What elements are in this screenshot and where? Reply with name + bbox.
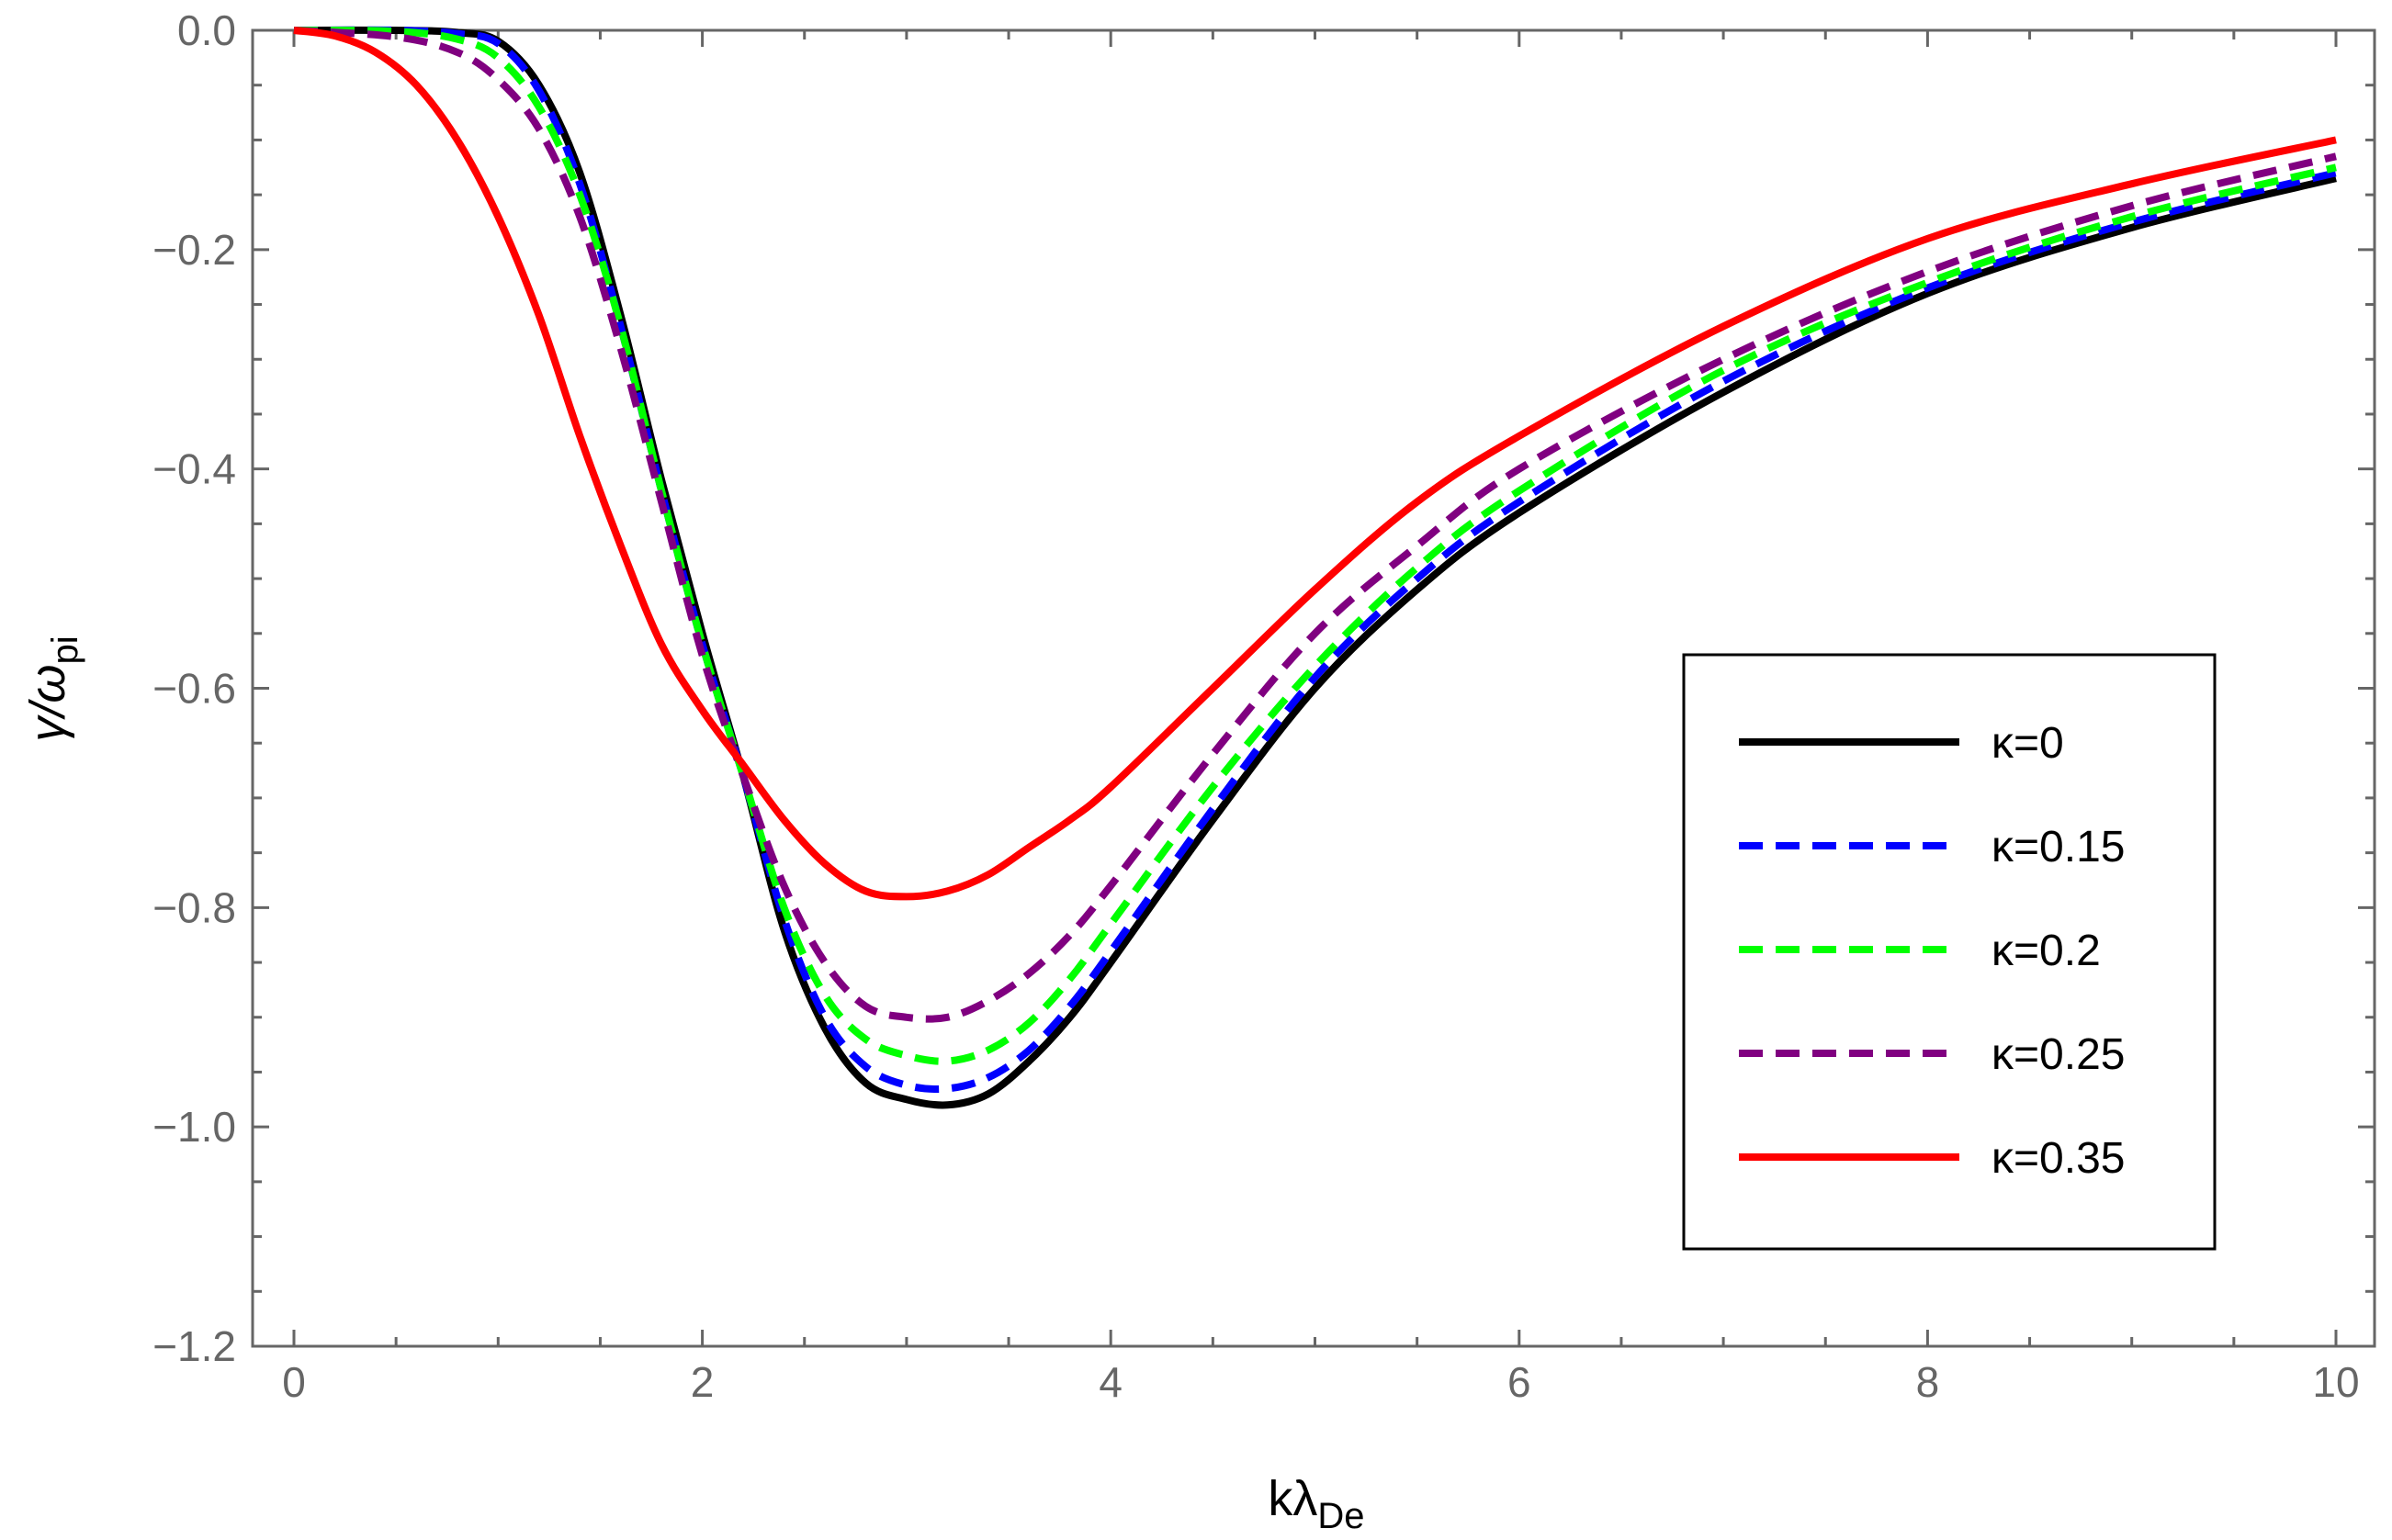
x-tick-label: 8 <box>1916 1358 1940 1406</box>
series-line-1 <box>293 26 2337 1093</box>
y-tick-label: −0.8 <box>152 883 236 931</box>
legend-box <box>1682 653 2217 1251</box>
legend-label-4: κ=0.35 <box>1991 1134 2125 1183</box>
series-line-3 <box>293 27 2337 1023</box>
y-tick-label: −0.6 <box>152 665 236 713</box>
series-line-2 <box>293 27 2337 1065</box>
series-group <box>293 26 2337 1109</box>
legend-label-0: κ=0 <box>1991 719 2064 768</box>
y-tick-label: −1.0 <box>152 1103 236 1151</box>
series-line-0 <box>293 26 2337 1109</box>
y-tick-label: −1.2 <box>152 1322 236 1370</box>
y-axis-title: γ/ωpi <box>20 635 85 741</box>
x-axis-title: kλDe <box>1268 1471 1364 1536</box>
legend: κ=0 κ=0.15 κ=0.2 κ=0.25 κ=0.35 <box>1682 653 2217 1251</box>
series-line-4 <box>293 27 2337 901</box>
x-tick-label: 2 <box>691 1358 715 1406</box>
legend-label-1: κ=0.15 <box>1991 823 2125 871</box>
legend-label-3: κ=0.25 <box>1991 1030 2125 1079</box>
x-axis-title-main: kλ <box>1268 1471 1317 1526</box>
x-ticks: 0 2 4 6 8 10 <box>282 30 2360 1406</box>
y-axis-title-sub: pi <box>45 635 85 664</box>
y-tick-label: 0.0 <box>177 6 236 54</box>
y-tick-label: −0.4 <box>152 445 236 493</box>
x-tick-label: 4 <box>1099 1358 1123 1406</box>
y-axis-title-main: γ/ω <box>20 665 75 742</box>
y-tick-label: −0.2 <box>152 226 236 274</box>
x-tick-label: 10 <box>2312 1358 2359 1406</box>
legend-label-2: κ=0.2 <box>1991 927 2101 975</box>
y-ticks: 0.0 −0.2 −0.4 −0.6 −0.8 −1.0 −1.2 <box>152 6 2375 1370</box>
x-tick-label: 6 <box>1507 1358 1531 1406</box>
x-tick-label: 0 <box>282 1358 306 1406</box>
x-axis-title-sub: De <box>1317 1496 1364 1536</box>
